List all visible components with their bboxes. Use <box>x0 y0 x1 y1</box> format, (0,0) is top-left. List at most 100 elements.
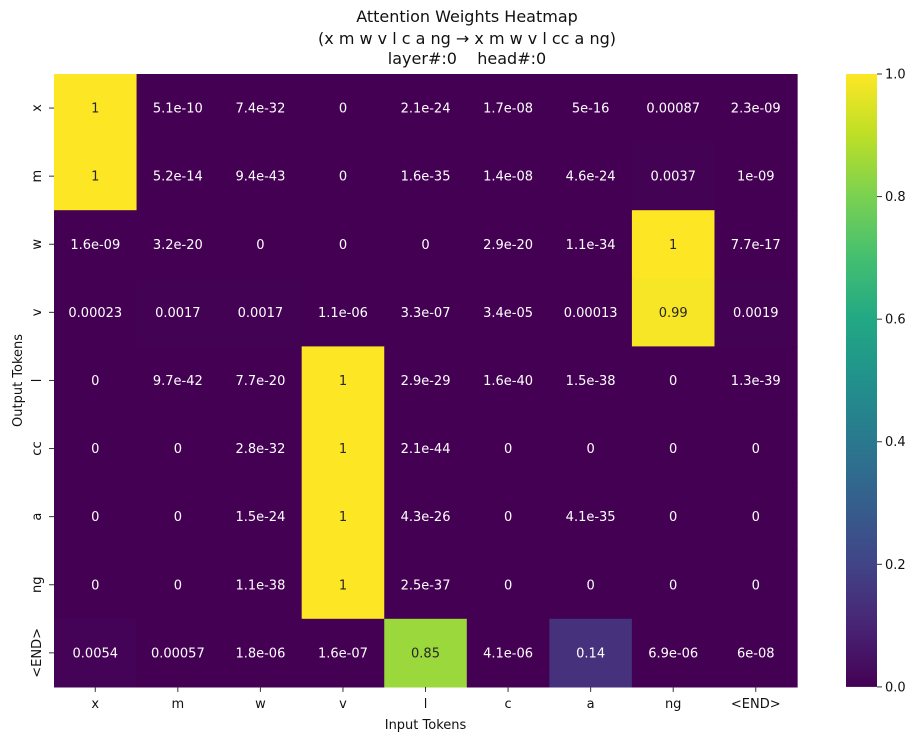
cell-annotation: 0 <box>669 374 677 389</box>
cell-annotation: 1.4e-08 <box>483 170 533 185</box>
y-axis-label: Output Tokens <box>11 334 26 427</box>
cell-annotation: 3.3e-07 <box>401 306 451 321</box>
x-tick-label: m <box>172 697 185 712</box>
x-tick-label: ng <box>665 697 682 712</box>
cell-annotation: 1.5e-38 <box>566 374 616 389</box>
heatmap-cell <box>384 210 468 279</box>
heatmap-cell <box>54 414 138 484</box>
heatmap-cell <box>631 550 716 620</box>
heatmap-cell <box>301 74 385 143</box>
cell-annotation: 1 <box>339 374 347 389</box>
heatmap-cell <box>219 278 303 347</box>
cell-annotation: 0 <box>256 238 264 253</box>
cell-annotation: 4.1e-06 <box>483 646 533 661</box>
heatmap-cell <box>136 278 220 347</box>
cell-annotation: 1.6e-09 <box>70 238 120 253</box>
cell-annotation: 0 <box>91 510 99 525</box>
heatmap-cell <box>384 550 468 620</box>
cell-annotation: 0 <box>504 442 512 457</box>
cell-annotation: 4.3e-26 <box>401 510 451 525</box>
heatmap-cell <box>714 74 798 143</box>
cell-annotation: 0.00057 <box>151 646 205 661</box>
cell-annotation: 0 <box>91 442 99 457</box>
heatmap-cell <box>54 550 138 620</box>
heatmap-cell <box>219 618 303 688</box>
x-tick-label: a <box>587 697 595 712</box>
chart-subtitle-layer-head: layer#:0 head#:0 <box>387 49 547 68</box>
cell-annotation: 0.0037 <box>650 170 696 185</box>
x-tick-label: w <box>255 697 266 712</box>
y-tick-label: w <box>30 239 45 250</box>
cell-annotation: 7.4e-32 <box>235 102 285 117</box>
heatmap-cell <box>301 142 385 211</box>
colorbar-tick-label: 0.4 <box>885 435 906 450</box>
cell-annotation: 0 <box>504 578 512 593</box>
y-tick-label: x <box>30 104 45 112</box>
cell-annotation: 0 <box>174 510 182 525</box>
colorbar-tick-label: 0.8 <box>885 190 906 205</box>
heatmap-cell <box>549 74 633 143</box>
cell-annotation: 2.9e-20 <box>483 238 533 253</box>
cell-annotation: 0 <box>91 374 99 389</box>
heatmap-cell <box>466 346 550 416</box>
heatmap-cell <box>384 414 468 484</box>
heatmap-cell <box>714 142 798 211</box>
cell-annotation: 0 <box>91 578 99 593</box>
y-tick-label: a <box>30 513 45 521</box>
heatmap-cell <box>54 210 138 279</box>
cell-annotation: 0 <box>421 238 429 253</box>
heatmap-cell <box>549 210 633 279</box>
cell-annotation: 0 <box>174 442 182 457</box>
x-tick-label: l <box>424 697 428 712</box>
heatmap-cell <box>384 482 468 552</box>
cell-annotation: 0 <box>339 238 347 253</box>
cell-annotation: 0 <box>504 510 512 525</box>
heatmap-cell <box>136 618 220 688</box>
heatmap-cell <box>714 550 798 620</box>
y-tick-label: ng <box>30 577 45 594</box>
cell-annotation: 1e-09 <box>737 170 775 185</box>
heatmap-cell <box>301 618 385 688</box>
cell-annotation: 6e-08 <box>737 646 775 661</box>
colorbar-tick-label: 0.6 <box>885 313 906 328</box>
heatmap-cell <box>714 278 798 347</box>
cell-annotation: 2.1e-44 <box>401 442 451 457</box>
heatmap-cell <box>631 210 716 279</box>
heatmap-cell <box>714 210 798 279</box>
heatmap-cell <box>549 550 633 620</box>
cell-annotation: 0 <box>339 170 347 185</box>
cell-annotation: 3.4e-05 <box>483 306 533 321</box>
heatmap-cell <box>219 482 303 552</box>
cell-annotation: 1 <box>339 578 347 593</box>
heatmap-cell <box>136 74 220 143</box>
x-tick-label: x <box>91 697 99 712</box>
x-tick-label: <END> <box>731 697 781 712</box>
heatmap-cell <box>631 414 716 484</box>
heatmap-cell <box>631 74 716 143</box>
cell-annotation: 7.7e-20 <box>235 374 285 389</box>
x-tick-label: c <box>505 697 512 712</box>
heatmap-cell <box>549 482 633 552</box>
x-axis-label: Input Tokens <box>385 718 467 733</box>
cell-annotation: 0.0017 <box>238 306 284 321</box>
colorbar-tick-label: 0.2 <box>885 558 906 573</box>
heatmap-cell <box>384 74 468 143</box>
cell-annotation: 0 <box>752 510 760 525</box>
heatmap-cell <box>219 74 303 143</box>
heatmap-cell <box>631 142 716 211</box>
heatmap-cell <box>136 210 220 279</box>
heatmap-cell <box>219 210 303 279</box>
heatmap-cell <box>301 482 385 552</box>
heatmap-cell <box>54 278 138 347</box>
cell-annotation: 1.7e-08 <box>483 102 533 117</box>
cell-annotation: 1 <box>339 442 347 457</box>
heatmap-cell <box>549 618 633 688</box>
cell-annotation: 0 <box>339 102 347 117</box>
heatmap-cell <box>301 414 385 484</box>
cell-annotation: 2.3e-09 <box>731 102 781 117</box>
colorbar <box>846 74 877 687</box>
cell-annotation: 0.0019 <box>733 306 779 321</box>
cell-annotation: 1.6e-07 <box>318 646 368 661</box>
heatmap-cell <box>136 346 220 416</box>
